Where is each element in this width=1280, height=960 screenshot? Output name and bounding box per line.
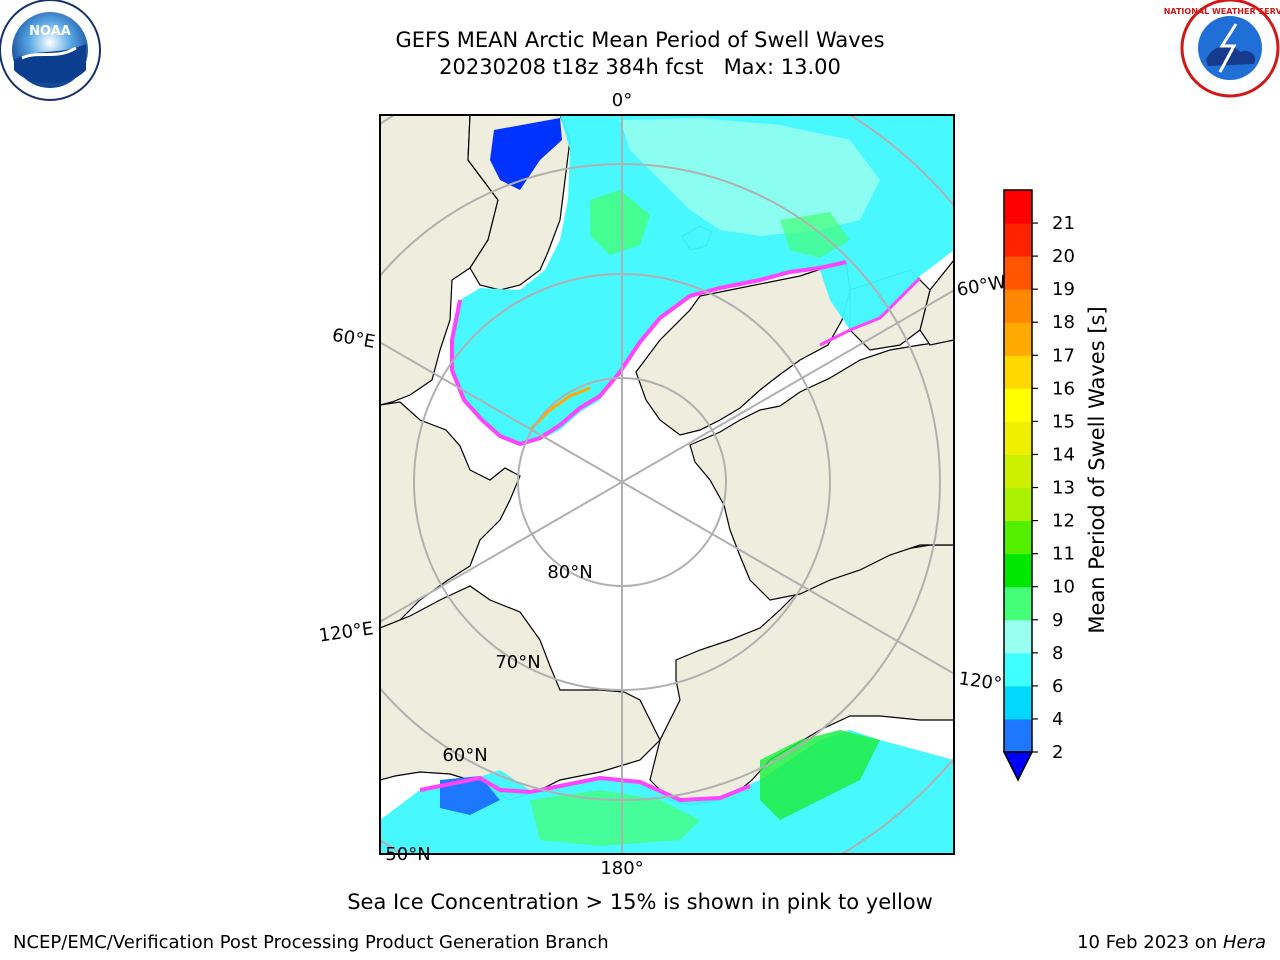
swell-field-okhotsk-blue — [440, 776, 500, 815]
meridian-60e — [380, 341, 623, 483]
chart-title: GEFS MEAN Arctic Mean Period of Swell Wa… — [395, 28, 885, 52]
colorbar-tick-label: 10 — [1052, 577, 1075, 598]
colorbar-segment — [1004, 223, 1032, 257]
colorbar-tick-label: 4 — [1052, 709, 1063, 730]
colorbar-tick-label: 19 — [1052, 279, 1075, 300]
swell-field-atlantic-lightcyan — [620, 118, 880, 236]
colorbar-segment — [1004, 190, 1032, 224]
colorbar-segment — [1004, 718, 1032, 753]
land-canada-archipelago — [689, 339, 954, 601]
parallel-label-70n: 70°N — [495, 652, 540, 673]
meridian-120w — [621, 481, 954, 675]
colorbar-segment — [1004, 454, 1032, 489]
footer-date-text: 10 Feb 2023 on — [1077, 932, 1223, 953]
colorbar-segment — [1004, 421, 1032, 455]
swell-field-baltic — [490, 118, 562, 190]
colorbar-tick-label: 9 — [1052, 610, 1063, 631]
colorbar-tick-label: 12 — [1052, 511, 1075, 532]
colorbar-frame — [1003, 189, 1033, 753]
graticule — [380, 115, 954, 854]
colorbar-extend-arrow — [1002, 751, 1034, 782]
nws-logo: NATIONAL WEATHER SERVICE — [1164, 0, 1280, 98]
meridian-60w — [621, 289, 954, 483]
colorbar-segment — [1004, 553, 1032, 588]
colorbar-tick-label: 18 — [1052, 312, 1075, 333]
colorbar-label: Mean Period of Swell Waves [s] — [1085, 306, 1109, 634]
parallel-label-50n: 50°N — [385, 844, 430, 865]
meridian-label-60e: 60°E — [331, 325, 377, 353]
colorbar-segment — [1004, 322, 1032, 356]
colorbar-segment — [1004, 652, 1032, 687]
sea-ice-edge-pacific — [419, 775, 751, 803]
meridian-label-180: 180° — [600, 858, 643, 879]
colorbar: 2 4 6 8 9 10 11 12 13 14 15 16 17 18 19 20 21 — [1002, 189, 1075, 782]
swell-field-atlantic-green — [590, 190, 650, 255]
colorbar-tick-label: 13 — [1052, 478, 1075, 499]
swell-field-pacific-green-2 — [530, 790, 700, 846]
noaa-logo-text: NOAA — [29, 24, 71, 39]
chart-subtitle: 20230208 t18z 384h fcst Max: 13.00 — [439, 55, 841, 79]
colorbar-segment — [1004, 487, 1032, 522]
colorbar-segment — [1004, 685, 1032, 720]
colorbar-segment — [1004, 619, 1032, 654]
colorbar-tick-label: 6 — [1052, 676, 1063, 697]
colorbar-segment — [1004, 289, 1032, 323]
footer-date: 10 Feb 2023 on Hera — [1077, 932, 1266, 953]
swell-field-atlantic-green-2 — [780, 212, 850, 258]
sea-ice-edge-atlantic — [450, 260, 847, 447]
land-siberia-east — [380, 585, 661, 801]
parallel-label-80n: 80°N — [547, 562, 592, 583]
parallel-label-60n: 60°N — [442, 745, 487, 766]
map-frame — [379, 114, 955, 855]
colorbar-segment — [1004, 256, 1032, 290]
meridian-120e — [380, 481, 623, 623]
map-area — [380, 115, 954, 854]
colorbar-segment — [1004, 388, 1032, 422]
noaa-logo: NOAA — [0, 0, 101, 101]
colorbar-tick-label: 14 — [1052, 444, 1075, 465]
meridian-label-120e: 120°E — [318, 618, 375, 646]
colorbar-segment — [1004, 586, 1032, 621]
land-greenland — [635, 261, 851, 436]
colorbar-tick-label: 11 — [1052, 544, 1075, 565]
footer-credit: NCEP/EMC/Verification Post Processing Pr… — [13, 932, 609, 953]
colorbar-tick-label: 17 — [1052, 345, 1075, 366]
colorbar-tick-label: 20 — [1052, 246, 1075, 267]
colorbar-tick-label: 15 — [1052, 411, 1075, 432]
colorbar-segment — [1004, 355, 1032, 389]
nws-logo-text: NATIONAL WEATHER SERVICE — [1164, 7, 1280, 16]
colorbar-tick-label: 16 — [1052, 378, 1075, 399]
colorbar-segment — [1004, 520, 1032, 555]
sea-ice-edge-atlantic-orange — [528, 386, 591, 432]
footer-machine: Hera — [1222, 932, 1266, 953]
meridian-label-60w: 60°W — [955, 272, 1008, 301]
colorbar-tick-label: 8 — [1052, 643, 1063, 664]
sea-ice-edge-baffin — [819, 276, 922, 347]
sea-ice-caption: Sea Ice Concentration > 15% is shown in … — [347, 890, 933, 914]
colorbar-tick-label: 21 — [1052, 213, 1075, 234]
colorbar-tick-label: 2 — [1052, 742, 1063, 763]
meridian-label-0: 0° — [612, 90, 632, 111]
